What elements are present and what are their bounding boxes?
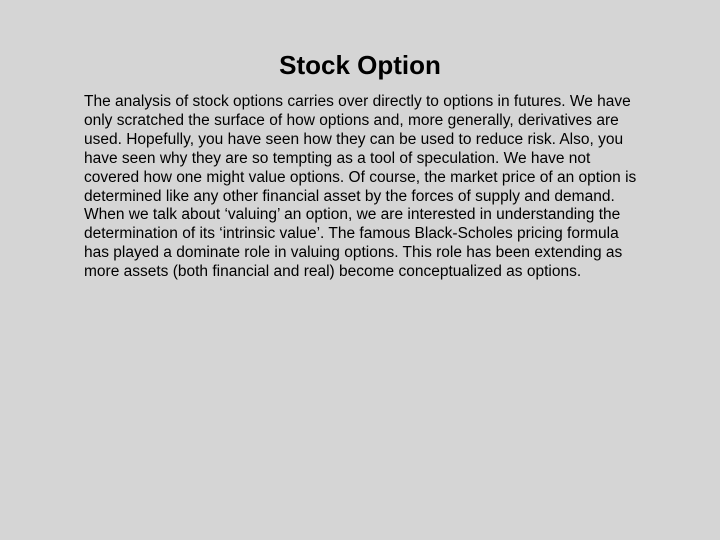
slide-body-text: The analysis of stock options carries ov… [70,93,650,282]
slide-title: Stock Option [70,50,650,81]
slide-container: Stock Option The analysis of stock optio… [0,0,720,540]
